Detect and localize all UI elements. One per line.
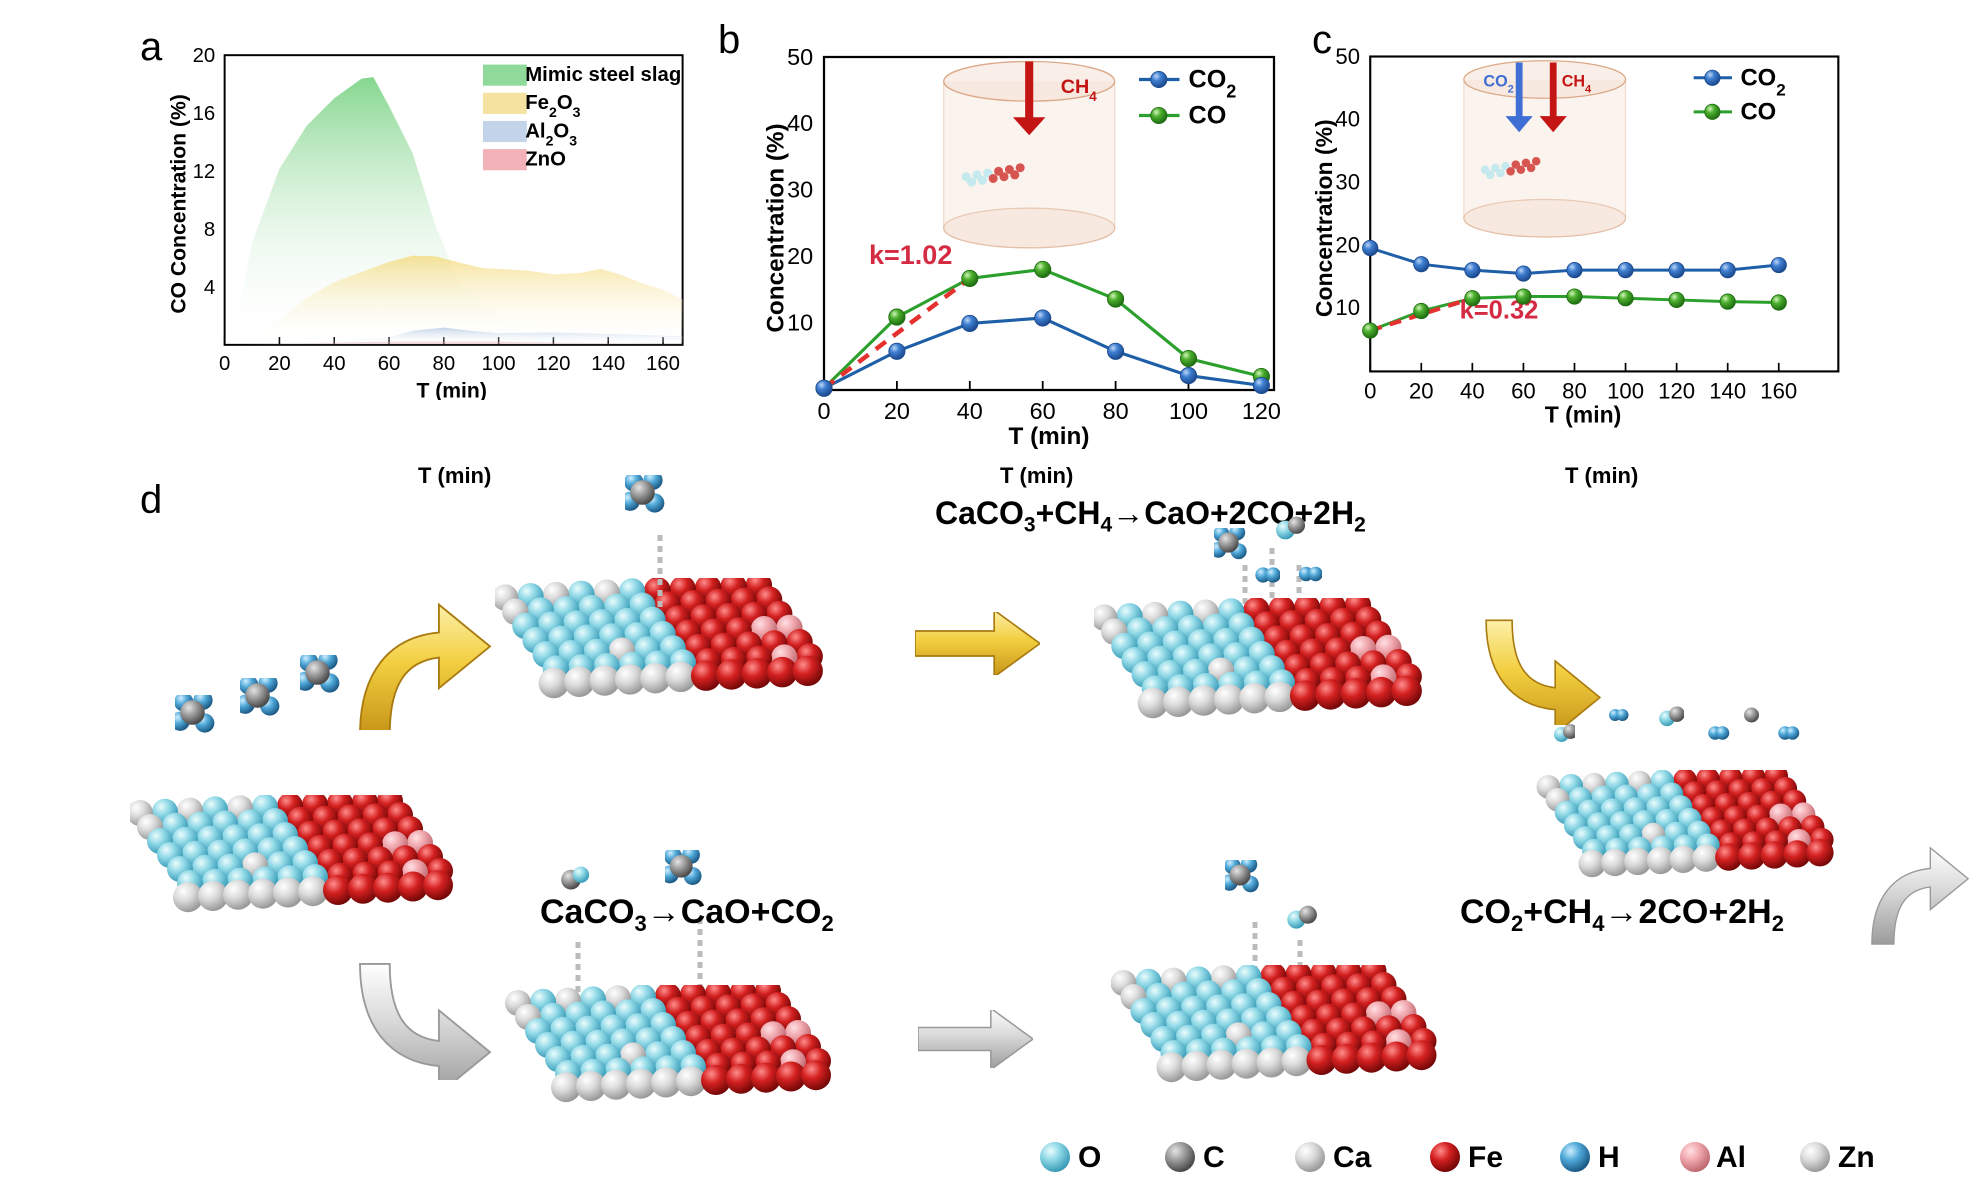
svg-text:120: 120 bbox=[1242, 398, 1281, 424]
svg-text:40: 40 bbox=[957, 398, 983, 424]
svg-text:30: 30 bbox=[787, 176, 813, 202]
svg-text:80: 80 bbox=[433, 353, 456, 375]
svg-text:0: 0 bbox=[219, 353, 230, 375]
svg-text:30: 30 bbox=[1335, 169, 1360, 194]
svg-text:40: 40 bbox=[323, 353, 346, 375]
svg-text:20: 20 bbox=[193, 47, 216, 67]
svg-text:0: 0 bbox=[817, 398, 830, 424]
svg-text:20: 20 bbox=[1335, 232, 1360, 257]
svg-text:20: 20 bbox=[787, 243, 813, 269]
svg-text:Concentration (%): Concentration (%) bbox=[1311, 119, 1337, 317]
svg-text:160: 160 bbox=[1760, 379, 1797, 404]
svg-text:CO2: CO2 bbox=[1189, 66, 1237, 102]
svg-text:20: 20 bbox=[268, 353, 291, 375]
svg-text:120: 120 bbox=[1658, 379, 1695, 404]
svg-text:140: 140 bbox=[591, 353, 625, 375]
svg-text:16: 16 bbox=[193, 103, 216, 125]
svg-text:10: 10 bbox=[1335, 295, 1360, 320]
svg-text:80: 80 bbox=[1562, 379, 1587, 404]
svg-text:Concentration (%): Concentration (%) bbox=[763, 123, 790, 332]
svg-text:Fe: Fe bbox=[1468, 1141, 1503, 1174]
svg-text:100: 100 bbox=[1169, 398, 1208, 424]
svg-text:T (min): T (min) bbox=[1009, 423, 1090, 450]
svg-text:C: C bbox=[1203, 1141, 1225, 1174]
svg-text:Al2O3: Al2O3 bbox=[525, 120, 577, 148]
svg-text:50: 50 bbox=[787, 48, 813, 70]
svg-text:60: 60 bbox=[1511, 379, 1536, 404]
svg-text:140: 140 bbox=[1709, 379, 1746, 404]
svg-text:80: 80 bbox=[1103, 398, 1129, 424]
svg-text:100: 100 bbox=[1607, 379, 1644, 404]
svg-text:CO Concentration (%): CO Concentration (%) bbox=[167, 94, 190, 313]
svg-text:60: 60 bbox=[378, 353, 401, 375]
svg-text:20: 20 bbox=[1409, 379, 1434, 404]
svg-text:0: 0 bbox=[1364, 379, 1376, 404]
svg-text:Fe2O3: Fe2O3 bbox=[525, 92, 580, 120]
svg-text:160: 160 bbox=[646, 353, 680, 375]
svg-text:T (min): T (min) bbox=[1545, 401, 1622, 427]
svg-text:Al: Al bbox=[1716, 1141, 1746, 1174]
svg-text:40: 40 bbox=[1460, 379, 1485, 404]
svg-text:120: 120 bbox=[536, 353, 570, 375]
svg-text:40: 40 bbox=[787, 110, 813, 136]
svg-text:8: 8 bbox=[204, 219, 215, 241]
svg-text:Ca: Ca bbox=[1333, 1141, 1372, 1174]
svg-text:CO2: CO2 bbox=[1740, 64, 1785, 99]
svg-text:T (min): T (min) bbox=[416, 379, 486, 400]
svg-text:k=1.02: k=1.02 bbox=[869, 240, 952, 270]
svg-text:12: 12 bbox=[193, 161, 216, 183]
svg-text:10: 10 bbox=[787, 310, 813, 336]
svg-text:CO: CO bbox=[1189, 102, 1227, 130]
svg-text:CO: CO bbox=[1740, 98, 1776, 125]
svg-text:50: 50 bbox=[1335, 48, 1360, 69]
svg-text:60: 60 bbox=[1030, 398, 1056, 424]
svg-text:40: 40 bbox=[1335, 106, 1360, 131]
svg-text:ZnO: ZnO bbox=[525, 149, 566, 171]
svg-text:4: 4 bbox=[204, 277, 215, 299]
svg-text:20: 20 bbox=[884, 398, 910, 424]
svg-text:Mimic steel slag: Mimic steel slag bbox=[525, 64, 681, 86]
svg-text:Zn: Zn bbox=[1838, 1141, 1875, 1174]
svg-text:100: 100 bbox=[482, 353, 516, 375]
svg-text:H: H bbox=[1598, 1141, 1620, 1174]
svg-text:O: O bbox=[1078, 1141, 1101, 1174]
